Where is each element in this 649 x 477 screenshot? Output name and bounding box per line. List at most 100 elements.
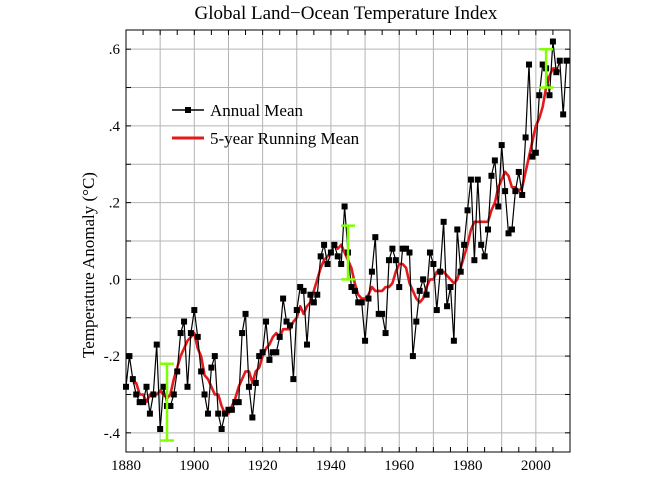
data-point-annual-mean xyxy=(539,61,546,68)
data-point-annual-mean xyxy=(362,337,369,344)
data-point-annual-mean xyxy=(365,295,372,302)
y-axis-label: Temperature Anomaly (°C) xyxy=(79,172,98,358)
y-tick-label: .0 xyxy=(109,272,120,288)
data-point-annual-mean xyxy=(495,203,502,210)
data-point-annual-mean xyxy=(519,191,526,198)
data-point-annual-mean xyxy=(478,241,485,248)
data-point-annual-mean xyxy=(348,284,355,291)
data-point-annual-mean xyxy=(553,69,560,76)
data-point-annual-mean xyxy=(324,261,331,268)
data-point-annual-mean xyxy=(444,303,451,310)
data-point-annual-mean xyxy=(447,284,454,291)
data-point-annual-mean xyxy=(440,218,447,225)
data-point-annual-mean xyxy=(389,245,396,252)
legend-label-running-mean: 5-year Running Mean xyxy=(210,129,360,148)
data-point-annual-mean xyxy=(123,383,129,390)
data-point-annual-mean xyxy=(498,142,505,149)
data-point-annual-mean xyxy=(321,241,328,248)
data-point-annual-mean xyxy=(177,330,184,337)
data-point-annual-mean xyxy=(532,149,539,156)
data-point-annual-mean xyxy=(198,368,205,375)
data-point-annual-mean xyxy=(379,310,386,317)
data-point-annual-mean xyxy=(491,157,498,164)
data-point-annual-mean xyxy=(317,253,324,260)
data-point-annual-mean xyxy=(502,188,509,195)
x-tick-label: 1960 xyxy=(384,458,414,472)
data-point-annual-mean xyxy=(529,153,536,160)
data-point-annual-mean xyxy=(368,268,375,275)
data-point-annual-mean xyxy=(222,410,229,417)
data-point-annual-mean xyxy=(304,341,311,348)
x-tick-label: 1940 xyxy=(316,458,346,472)
data-point-annual-mean xyxy=(249,414,256,421)
data-point-annual-mean xyxy=(297,284,304,291)
data-point-annual-mean xyxy=(409,353,416,360)
data-point-annual-mean xyxy=(385,257,392,264)
data-point-annual-mean xyxy=(375,310,382,317)
data-point-annual-mean xyxy=(239,330,246,337)
data-point-annual-mean xyxy=(286,322,293,329)
data-point-annual-mean xyxy=(426,249,433,256)
data-point-annual-mean xyxy=(488,172,495,179)
data-point-annual-mean xyxy=(413,318,420,325)
legend: Annual Mean 5-year Running Mean xyxy=(172,101,360,148)
chart-title: Global Land−Ocean Temperature Index xyxy=(195,3,498,24)
data-point-annual-mean xyxy=(146,410,153,417)
data-point-annual-mean xyxy=(273,349,280,356)
data-point-annual-mean xyxy=(331,241,338,248)
data-point-annual-mean xyxy=(464,207,471,214)
data-point-annual-mean xyxy=(505,230,512,237)
data-point-annual-mean xyxy=(184,383,191,390)
data-point-annual-mean xyxy=(259,349,266,356)
data-point-annual-mean xyxy=(235,399,242,406)
data-point-annual-mean xyxy=(280,295,287,302)
data-point-annual-mean xyxy=(403,245,410,252)
data-point-annual-mean xyxy=(150,391,157,398)
data-point-annual-mean xyxy=(160,383,167,390)
plot-frame xyxy=(125,29,571,453)
data-point-annual-mean xyxy=(471,257,478,264)
data-point-annual-mean xyxy=(508,226,515,233)
data-point-annual-mean xyxy=(225,406,232,413)
data-point-annual-mean xyxy=(204,410,211,417)
data-point-annual-mean xyxy=(256,353,263,360)
data-point-annual-mean xyxy=(351,287,358,294)
data-point-annual-mean xyxy=(560,111,567,118)
data-point-annual-mean xyxy=(396,284,403,291)
series-layer xyxy=(123,38,570,432)
series-line-annual-mean xyxy=(125,40,568,430)
y-tick-label: -.4 xyxy=(104,426,121,442)
data-point-annual-mean xyxy=(252,379,259,386)
data-point-annual-mean xyxy=(191,307,198,314)
data-point-annual-mean xyxy=(327,249,334,256)
data-point-annual-mean xyxy=(269,349,276,356)
data-point-annual-mean xyxy=(126,353,133,360)
axis-ticks: 1880 1900 1920 1940 1960 1980 2000 -.4 -.2 .0 .2 .4… xyxy=(104,30,571,474)
data-point-annual-mean xyxy=(416,287,423,294)
data-point-annual-mean xyxy=(430,261,437,268)
data-point-annual-mean xyxy=(208,364,215,371)
data-point-annual-mean xyxy=(382,330,389,337)
data-point-annual-mean xyxy=(355,299,362,306)
data-point-annual-mean xyxy=(556,57,563,64)
data-point-annual-mean xyxy=(307,291,314,298)
data-point-annual-mean xyxy=(563,57,570,64)
x-tick-label: 1920 xyxy=(248,458,278,472)
data-point-annual-mean xyxy=(310,299,317,306)
data-point-annual-mean xyxy=(143,383,150,390)
data-point-annual-mean xyxy=(245,383,252,390)
data-point-annual-mean xyxy=(129,376,136,383)
x-tick-label: 2000 xyxy=(521,458,551,472)
data-point-annual-mean xyxy=(372,234,379,241)
x-tick-label: 1880 xyxy=(111,458,141,472)
data-point-annual-mean xyxy=(485,226,492,233)
data-point-annual-mean xyxy=(358,299,365,306)
data-point-annual-mean xyxy=(293,307,300,314)
data-point-annual-mean xyxy=(406,249,413,256)
data-point-annual-mean xyxy=(167,402,174,409)
data-point-annual-mean xyxy=(211,353,218,360)
data-point-annual-mean xyxy=(153,341,160,348)
data-point-annual-mean xyxy=(338,261,345,268)
